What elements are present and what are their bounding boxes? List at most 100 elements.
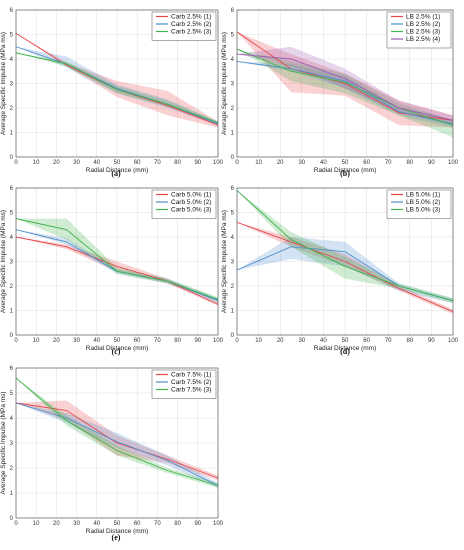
axes-frame xyxy=(15,367,219,519)
series-band-2 xyxy=(237,237,453,304)
y-tick-label: 3 xyxy=(10,441,14,447)
x-tick-label: 60 xyxy=(134,521,141,527)
series-line-4 xyxy=(236,53,454,121)
x-tick-label: 20 xyxy=(277,160,284,166)
series-band-2 xyxy=(16,403,218,488)
legend-entry: LB 2.5% (1) xyxy=(406,14,440,21)
x-tick-label: 40 xyxy=(320,338,327,344)
y-tick-label: 0 xyxy=(231,155,235,161)
series-line-3 xyxy=(15,377,219,486)
y-tick-label: 3 xyxy=(10,82,14,88)
y-tick-label: 2 xyxy=(10,106,14,112)
y-axis-label: Average Specific Impulse (MPa ms) xyxy=(221,210,228,313)
chart-panel: 0 10 20 30 40 50 60 70 80 90 100 0 1 2 3 4 5 6 Radial Dist… xyxy=(221,8,459,178)
y-tick-label: 5 xyxy=(231,33,235,39)
x-tick-label: 40 xyxy=(93,160,100,166)
x-tick-label: 80 xyxy=(174,160,181,166)
y-tick-label: 1 xyxy=(10,131,14,137)
x-tick-label: 0 xyxy=(14,160,18,166)
y-tick-label: 1 xyxy=(10,491,14,497)
series-line-3 xyxy=(15,218,219,300)
y-tick-label: 3 xyxy=(10,260,14,266)
x-tick-label: 50 xyxy=(114,521,121,527)
x-tick-label: 50 xyxy=(114,338,121,344)
y-axis-label: Average Specific Impulse (MPa ms) xyxy=(0,32,7,135)
legend-entry: Carb 2.5% (2) xyxy=(171,21,211,28)
legend: Carb 2.5% (1)Carb 2.5% (2)Carb 2.5% (3) xyxy=(151,11,217,41)
x-tick-label: 20 xyxy=(53,521,60,527)
y-axis-label: Average Specific Impulse (MPa ms) xyxy=(0,210,7,313)
y-tick-label: 1 xyxy=(231,309,235,315)
axes-frame xyxy=(236,187,454,336)
x-tick-label: 70 xyxy=(154,160,161,166)
y-axis-label: Average Specific Impulse (MPa ms) xyxy=(0,391,7,494)
x-tick-label: 30 xyxy=(73,338,80,344)
x-tick-label: 10 xyxy=(255,160,262,166)
y-tick-label: 2 xyxy=(10,284,14,290)
x-tick-label: 60 xyxy=(134,160,141,166)
x-tick-label: 90 xyxy=(428,338,435,344)
legend-entry: Carb 7.5% (1) xyxy=(171,372,211,379)
x-tick-label: 100 xyxy=(448,338,459,344)
y-tick-label: 5 xyxy=(10,33,14,39)
y-tick-label: 5 xyxy=(231,211,235,217)
chart-panel: 0 10 20 30 40 50 60 70 80 90 100 0 1 2 3 4 5 6 Radial Dist… xyxy=(221,186,459,356)
series-line-2 xyxy=(236,61,454,125)
x-tick-label: 30 xyxy=(73,160,80,166)
series-band-3 xyxy=(16,218,218,301)
panel-label: (d) xyxy=(340,347,350,356)
legend-entry: LB 5.0% (3) xyxy=(406,207,440,214)
y-tick-label: 2 xyxy=(10,466,14,472)
x-tick-label: 70 xyxy=(154,521,161,527)
x-tick-label: 10 xyxy=(255,338,262,344)
axes-frame xyxy=(15,187,219,336)
legend-entry: LB 5.0% (2) xyxy=(406,199,440,206)
x-axis-label: Radial Distance (mm) xyxy=(86,167,149,174)
y-tick-label: 0 xyxy=(10,333,14,339)
legend-entry: LB 2.5% (3) xyxy=(406,29,440,36)
series-line-1 xyxy=(15,236,219,305)
x-axis-label: Radial Distance (mm) xyxy=(86,528,149,535)
legend-entry: LB 5.0% (1) xyxy=(406,192,440,199)
legend: Carb 5.0% (1)Carb 5.0% (2)Carb 5.0% (3) xyxy=(151,189,217,219)
x-tick-label: 50 xyxy=(342,338,349,344)
legend-entry: Carb 7.5% (2) xyxy=(171,379,211,386)
x-tick-label: 80 xyxy=(174,521,181,527)
y-tick-label: 0 xyxy=(10,516,14,522)
x-tick-label: 30 xyxy=(298,160,305,166)
y-tick-label: 3 xyxy=(231,260,235,266)
legend-entry: LB 2.5% (2) xyxy=(406,21,440,28)
y-tick-label: 4 xyxy=(10,416,14,422)
chart-panel: 0 10 20 30 40 50 60 70 80 90 100 0 1 2 3 4 5 6 Radial Dist… xyxy=(0,8,224,178)
x-tick-label: 40 xyxy=(93,521,100,527)
y-tick-label: 2 xyxy=(231,106,235,112)
x-tick-label: 100 xyxy=(213,338,224,344)
series-line-3 xyxy=(236,48,454,126)
chart-panel: 0 10 20 30 40 50 60 70 80 90 100 0 1 2 3 4 5 6 Radial Dist… xyxy=(0,366,224,542)
axes-frame xyxy=(236,9,454,158)
y-tick-label: 0 xyxy=(231,333,235,339)
y-tick-label: 3 xyxy=(231,82,235,88)
x-tick-label: 70 xyxy=(385,338,392,344)
legend-entry: LB 2.5% (4) xyxy=(406,36,440,43)
y-tick-label: 6 xyxy=(231,186,235,192)
x-tick-label: 0 xyxy=(235,160,239,166)
y-tick-label: 1 xyxy=(231,131,235,137)
x-tick-label: 90 xyxy=(194,160,201,166)
x-tick-label: 30 xyxy=(73,521,80,527)
y-tick-label: 5 xyxy=(10,391,14,397)
x-tick-label: 80 xyxy=(406,338,413,344)
x-tick-label: 80 xyxy=(406,160,413,166)
series-line-1 xyxy=(15,402,219,479)
series-band-2 xyxy=(237,61,453,128)
panel-label: (e) xyxy=(112,533,121,542)
y-axis-label: Average Specific Impulse (MPa ms) xyxy=(221,32,228,135)
x-tick-label: 90 xyxy=(194,338,201,344)
x-tick-label: 60 xyxy=(363,160,370,166)
series-line-3 xyxy=(15,52,219,124)
series-band-4 xyxy=(237,46,453,126)
legend: LB 5.0% (1)LB 5.0% (2)LB 5.0% (3) xyxy=(386,189,452,219)
x-tick-label: 100 xyxy=(448,160,459,166)
y-tick-label: 4 xyxy=(10,235,14,241)
